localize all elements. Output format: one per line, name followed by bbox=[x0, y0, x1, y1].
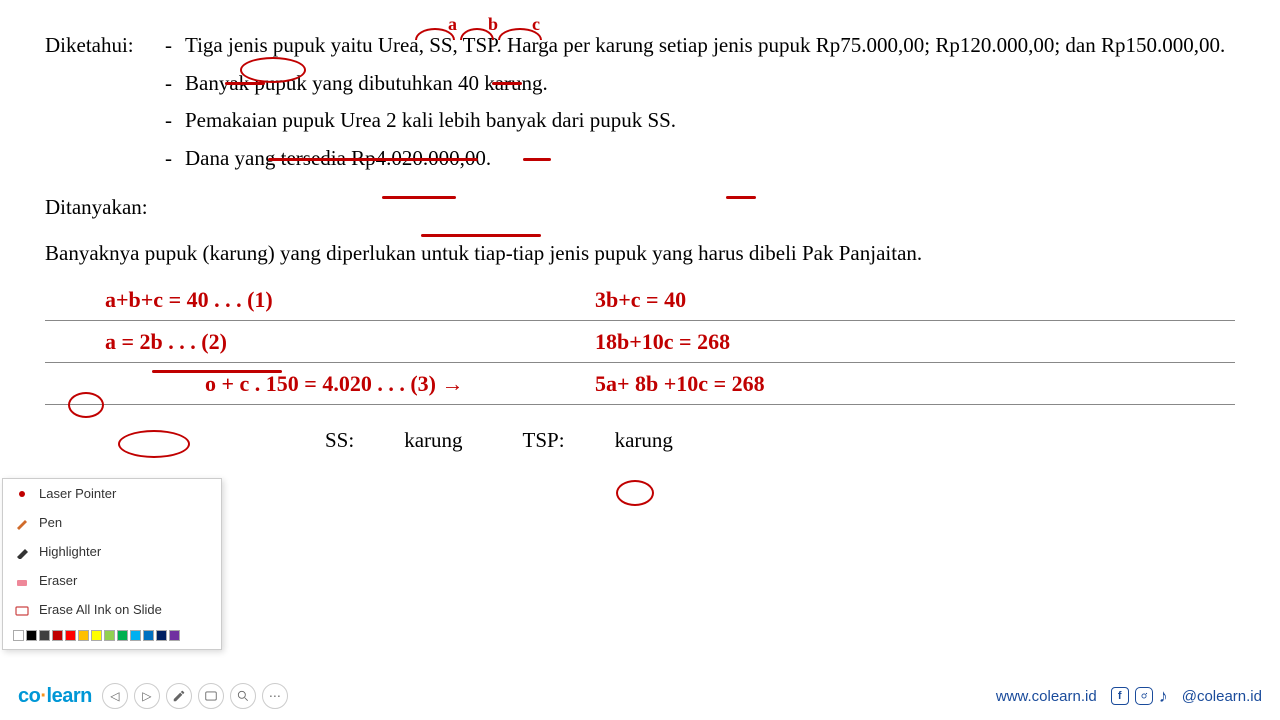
tool-highlighter[interactable]: Highlighter bbox=[3, 537, 221, 566]
hw-eq-2r: 18b+10c = 268 bbox=[565, 325, 1235, 358]
red-underline bbox=[225, 82, 265, 85]
footer-bar: co·learn ◁ ▷ ⋯ www.colearn.id f ♪ @colea… bbox=[0, 678, 1280, 714]
hw-eq-2l: a = 2b . . . (2) bbox=[45, 325, 565, 358]
facebook-icon[interactable]: f bbox=[1111, 687, 1129, 705]
known-row: Diketahui: - Tiga jenis pupuk yaitu Urea… bbox=[45, 30, 1235, 62]
question-text: Banyaknya pupuk (karung) yang diperlukan… bbox=[45, 238, 1235, 270]
more-options-button[interactable]: ⋯ bbox=[262, 683, 288, 709]
work-line-2: a = 2b . . . (2) 18b+10c = 268 bbox=[45, 321, 1235, 363]
color-swatches bbox=[3, 624, 221, 649]
bullet-row-1: - Banyak pupuk yang dibutuhkan 40 karung… bbox=[45, 68, 1235, 100]
bullet-text-2: Pemakaian pupuk Urea 2 kali lebih banyak… bbox=[185, 105, 1235, 137]
prev-slide-button[interactable]: ◁ bbox=[102, 683, 128, 709]
known-label: Diketahui: bbox=[45, 30, 165, 62]
ss-label: SS: bbox=[325, 425, 354, 457]
document-body: Diketahui: - Tiga jenis pupuk yaitu Urea… bbox=[0, 0, 1280, 457]
logo: co·learn bbox=[18, 685, 92, 708]
color-swatch[interactable] bbox=[65, 630, 76, 641]
tsp-label: TSP: bbox=[523, 425, 565, 457]
tool-label: Highlighter bbox=[39, 544, 101, 559]
tool-pen[interactable]: Pen bbox=[3, 508, 221, 537]
tool-label: Laser Pointer bbox=[39, 486, 116, 501]
answer-tsp: TSP: karung bbox=[523, 425, 673, 457]
color-swatch[interactable] bbox=[143, 630, 154, 641]
pen-menu-button[interactable] bbox=[166, 683, 192, 709]
footer-url: www.colearn.id bbox=[996, 688, 1097, 705]
answer-ss: SS: karung bbox=[325, 425, 463, 457]
hw-eq-3r: 5a+ 8b +10c = 268 bbox=[565, 367, 1235, 400]
hw-eq-3l: o + c . 150 = 4.020 . . . (3) → bbox=[45, 367, 565, 400]
next-slide-button[interactable]: ▷ bbox=[134, 683, 160, 709]
bullet-row-3: - Dana yang tersedia Rp4.020.000,00. bbox=[45, 143, 1235, 175]
footer-right: www.colearn.id f ♪ @colearn.id bbox=[996, 686, 1262, 707]
tool-erase-all[interactable]: Erase All Ink on Slide bbox=[3, 595, 221, 624]
red-circle bbox=[240, 57, 306, 83]
bullet-text-0: Tiga jenis pupuk yaitu Urea, SS, TSP. Ha… bbox=[185, 30, 1235, 62]
color-swatch[interactable] bbox=[117, 630, 128, 641]
work-area: a+b+c = 40 . . . (1) 3b+c = 40 a = 2b . … bbox=[45, 279, 1235, 405]
red-circle bbox=[616, 480, 654, 506]
zoom-button[interactable] bbox=[230, 683, 256, 709]
bullet-text-1: Banyak pupuk yang dibutuhkan 40 karung. bbox=[185, 68, 1235, 100]
subtitles-button[interactable] bbox=[198, 683, 224, 709]
color-swatch[interactable] bbox=[91, 630, 102, 641]
color-swatch[interactable] bbox=[130, 630, 141, 641]
tsp-unit: karung bbox=[615, 425, 673, 457]
tool-eraser[interactable]: Eraser bbox=[3, 566, 221, 595]
tool-label: Erase All Ink on Slide bbox=[39, 602, 162, 617]
color-swatch[interactable] bbox=[104, 630, 115, 641]
erase-all-icon bbox=[15, 603, 29, 617]
hw-eq-1r: 3b+c = 40 bbox=[565, 283, 1235, 316]
grid-icon bbox=[204, 689, 218, 703]
red-circle bbox=[68, 392, 104, 418]
color-swatch[interactable] bbox=[39, 630, 50, 641]
asked-label: Ditanyakan: bbox=[45, 192, 1235, 224]
tool-label: Pen bbox=[39, 515, 62, 530]
instagram-icon[interactable] bbox=[1135, 687, 1153, 705]
red-underline bbox=[152, 370, 282, 373]
red-underline bbox=[382, 196, 456, 199]
slide-controls: ◁ ▷ ⋯ bbox=[102, 683, 288, 709]
footer-handle: @colearn.id bbox=[1182, 688, 1262, 705]
pen-icon bbox=[172, 689, 186, 703]
social-icons: f ♪ bbox=[1111, 686, 1168, 707]
laser-icon bbox=[15, 487, 29, 501]
red-underline bbox=[268, 158, 478, 161]
color-swatch[interactable] bbox=[52, 630, 63, 641]
bullet-row-2: - Pemakaian pupuk Urea 2 kali lebih bany… bbox=[45, 105, 1235, 137]
color-swatch[interactable] bbox=[156, 630, 167, 641]
answer-row: SS: karung TSP: karung bbox=[45, 425, 1235, 457]
red-circle bbox=[118, 430, 190, 458]
bullet: - bbox=[165, 30, 185, 62]
color-swatch[interactable] bbox=[169, 630, 180, 641]
color-swatch[interactable] bbox=[13, 630, 24, 641]
highlighter-icon bbox=[15, 545, 29, 559]
tool-laser[interactable]: Laser Pointer bbox=[3, 479, 221, 508]
magnifier-icon bbox=[236, 689, 250, 703]
red-underline bbox=[726, 196, 756, 199]
red-underline bbox=[421, 234, 541, 237]
red-underline bbox=[523, 158, 551, 161]
hw-eq-1l: a+b+c = 40 . . . (1) bbox=[45, 283, 565, 316]
pen-icon bbox=[15, 516, 29, 530]
ss-unit: karung bbox=[404, 425, 462, 457]
work-line-1: a+b+c = 40 . . . (1) 3b+c = 40 bbox=[45, 279, 1235, 321]
color-swatch[interactable] bbox=[78, 630, 89, 641]
color-swatch[interactable] bbox=[26, 630, 37, 641]
eraser-icon bbox=[15, 574, 29, 588]
red-underline bbox=[492, 82, 522, 85]
tool-label: Eraser bbox=[39, 573, 77, 588]
tiktok-icon[interactable]: ♪ bbox=[1159, 686, 1168, 707]
ink-tools-menu[interactable]: Laser Pointer Pen Highlighter Eraser Erase A… bbox=[2, 478, 222, 650]
